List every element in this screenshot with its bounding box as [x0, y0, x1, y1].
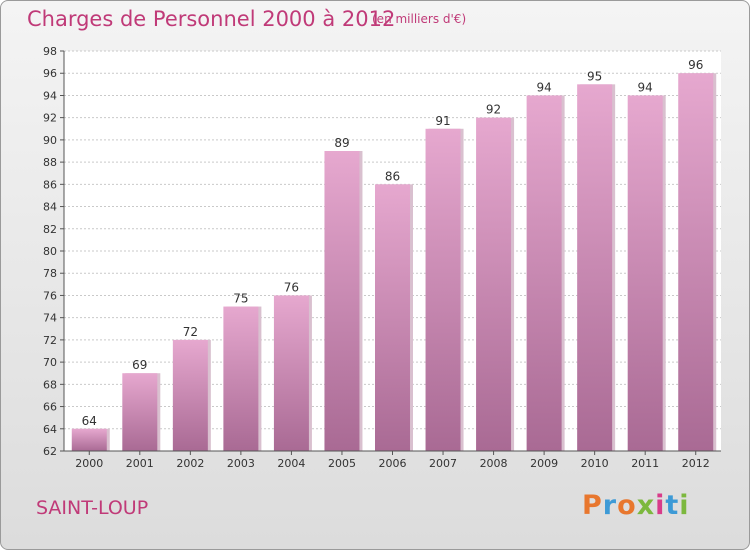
logo-letter: i [655, 490, 666, 521]
bar [375, 184, 410, 452]
logo-letter: P [582, 490, 603, 521]
y-tick-label: 98 [43, 45, 57, 58]
y-tick-label: 62 [43, 445, 57, 458]
x-tick-label: 2002 [176, 457, 204, 470]
y-tick-label: 80 [43, 245, 57, 258]
y-tick-label: 64 [43, 423, 57, 436]
data-label: 89 [334, 136, 349, 150]
data-label: 92 [486, 103, 501, 117]
x-tick-label: 2011 [631, 457, 659, 470]
data-label: 94 [536, 80, 551, 94]
bar [577, 84, 613, 451]
x-tick-label: 2003 [227, 457, 255, 470]
bar [425, 128, 461, 451]
y-tick-label: 90 [43, 134, 57, 147]
data-label: 91 [435, 114, 450, 128]
y-tick-label: 82 [43, 223, 57, 236]
y-tick-label: 68 [43, 378, 57, 391]
y-tick-label: 84 [43, 201, 57, 214]
x-tick-label: 2006 [379, 457, 407, 470]
x-tick-label: 2004 [277, 457, 305, 470]
x-tick-label: 2005 [328, 457, 356, 470]
proxiti-logo: Proxiti [582, 490, 690, 521]
x-tick-label: 2000 [75, 457, 103, 470]
data-label: 64 [82, 414, 97, 428]
y-tick-label: 94 [43, 89, 57, 102]
commune-name: SAINT-LOUP [36, 497, 149, 519]
data-label: 69 [132, 358, 147, 372]
bar [71, 428, 107, 451]
x-tick-label: 2008 [480, 457, 508, 470]
data-label: 96 [688, 58, 703, 72]
logo-letter: x [636, 490, 656, 521]
data-label: 72 [183, 325, 198, 339]
y-tick-label: 74 [43, 312, 57, 325]
y-tick-label: 70 [43, 356, 57, 369]
bar [273, 295, 309, 451]
y-tick-label: 86 [43, 178, 57, 191]
logo-letter: r [602, 490, 618, 521]
bar [324, 151, 360, 451]
bar [122, 373, 158, 451]
data-label: 86 [385, 169, 400, 183]
chart-title: Charges de Personnel 2000 à 2012 [27, 7, 396, 31]
y-tick-label: 72 [43, 334, 57, 347]
x-tick-label: 2012 [682, 457, 710, 470]
axes: 62 64 66 68 70 72 74 76 78 80 82 84 86 88 90 92 94 96 98 20… [43, 45, 721, 470]
bar [627, 95, 663, 451]
y-tick-label: 76 [43, 289, 57, 302]
y-tick-label: 66 [43, 401, 57, 414]
logo-letter: o [617, 490, 637, 521]
bar [476, 117, 512, 452]
x-tick-label: 2010 [581, 457, 609, 470]
bar [526, 95, 562, 451]
y-tick-label: 92 [43, 112, 57, 125]
x-tick-label: 2001 [126, 457, 154, 470]
y-tick-label: 96 [43, 67, 57, 80]
logo-letter: i [679, 490, 690, 521]
data-label: 95 [587, 69, 602, 83]
bars: 64 69 72 75 76 89 86 91 92 94 95 94 96 [71, 58, 717, 452]
y-tick-label: 88 [43, 156, 57, 169]
data-label: 94 [638, 80, 653, 94]
logo-letter: t [665, 490, 680, 521]
x-tick-label: 2007 [429, 457, 457, 470]
bar [172, 339, 208, 451]
bar [678, 73, 714, 451]
y-tick-label: 78 [43, 267, 57, 280]
bar [223, 306, 259, 451]
chart-unit: (en milliers d'€) [372, 12, 467, 26]
data-label: 75 [233, 292, 248, 306]
x-tick-label: 2009 [530, 457, 558, 470]
data-label: 76 [284, 280, 299, 294]
